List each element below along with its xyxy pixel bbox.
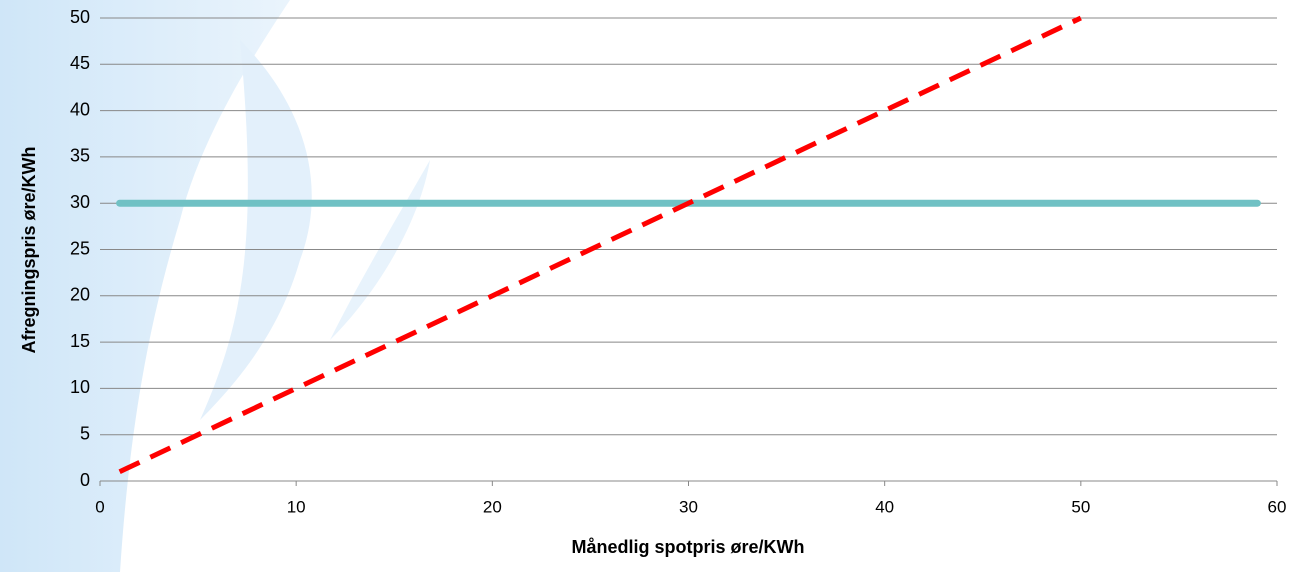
x-tick-label: 50: [1071, 497, 1090, 516]
y-tick-label: 15: [70, 331, 90, 351]
y-tick-label: 30: [70, 192, 90, 212]
y-tick-label: 20: [70, 285, 90, 305]
y-tick-label: 35: [70, 146, 90, 166]
background-decoration: [200, 40, 312, 420]
x-tick-label: 20: [483, 497, 502, 516]
y-tick-label: 45: [70, 53, 90, 73]
x-tick-label: 10: [287, 497, 306, 516]
x-axis-title: Månedlig spotpris øre/KWh: [571, 537, 804, 557]
y-axis-title: Afregningspris øre/KWh: [19, 146, 39, 353]
y-tick-label: 0: [80, 470, 90, 490]
x-tick-label: 30: [679, 497, 698, 516]
y-tick-label: 40: [70, 99, 90, 119]
y-tick-label: 25: [70, 238, 90, 258]
series-line: [118, 15, 1082, 475]
y-tick-label: 50: [70, 7, 90, 27]
x-tick-label: 40: [875, 497, 894, 516]
x-tick-label: 60: [1268, 497, 1287, 516]
x-tick-label: 0: [95, 497, 104, 516]
y-tick-label: 10: [70, 377, 90, 397]
y-tick-label: 5: [80, 423, 90, 443]
background-decoration: [0, 0, 290, 572]
